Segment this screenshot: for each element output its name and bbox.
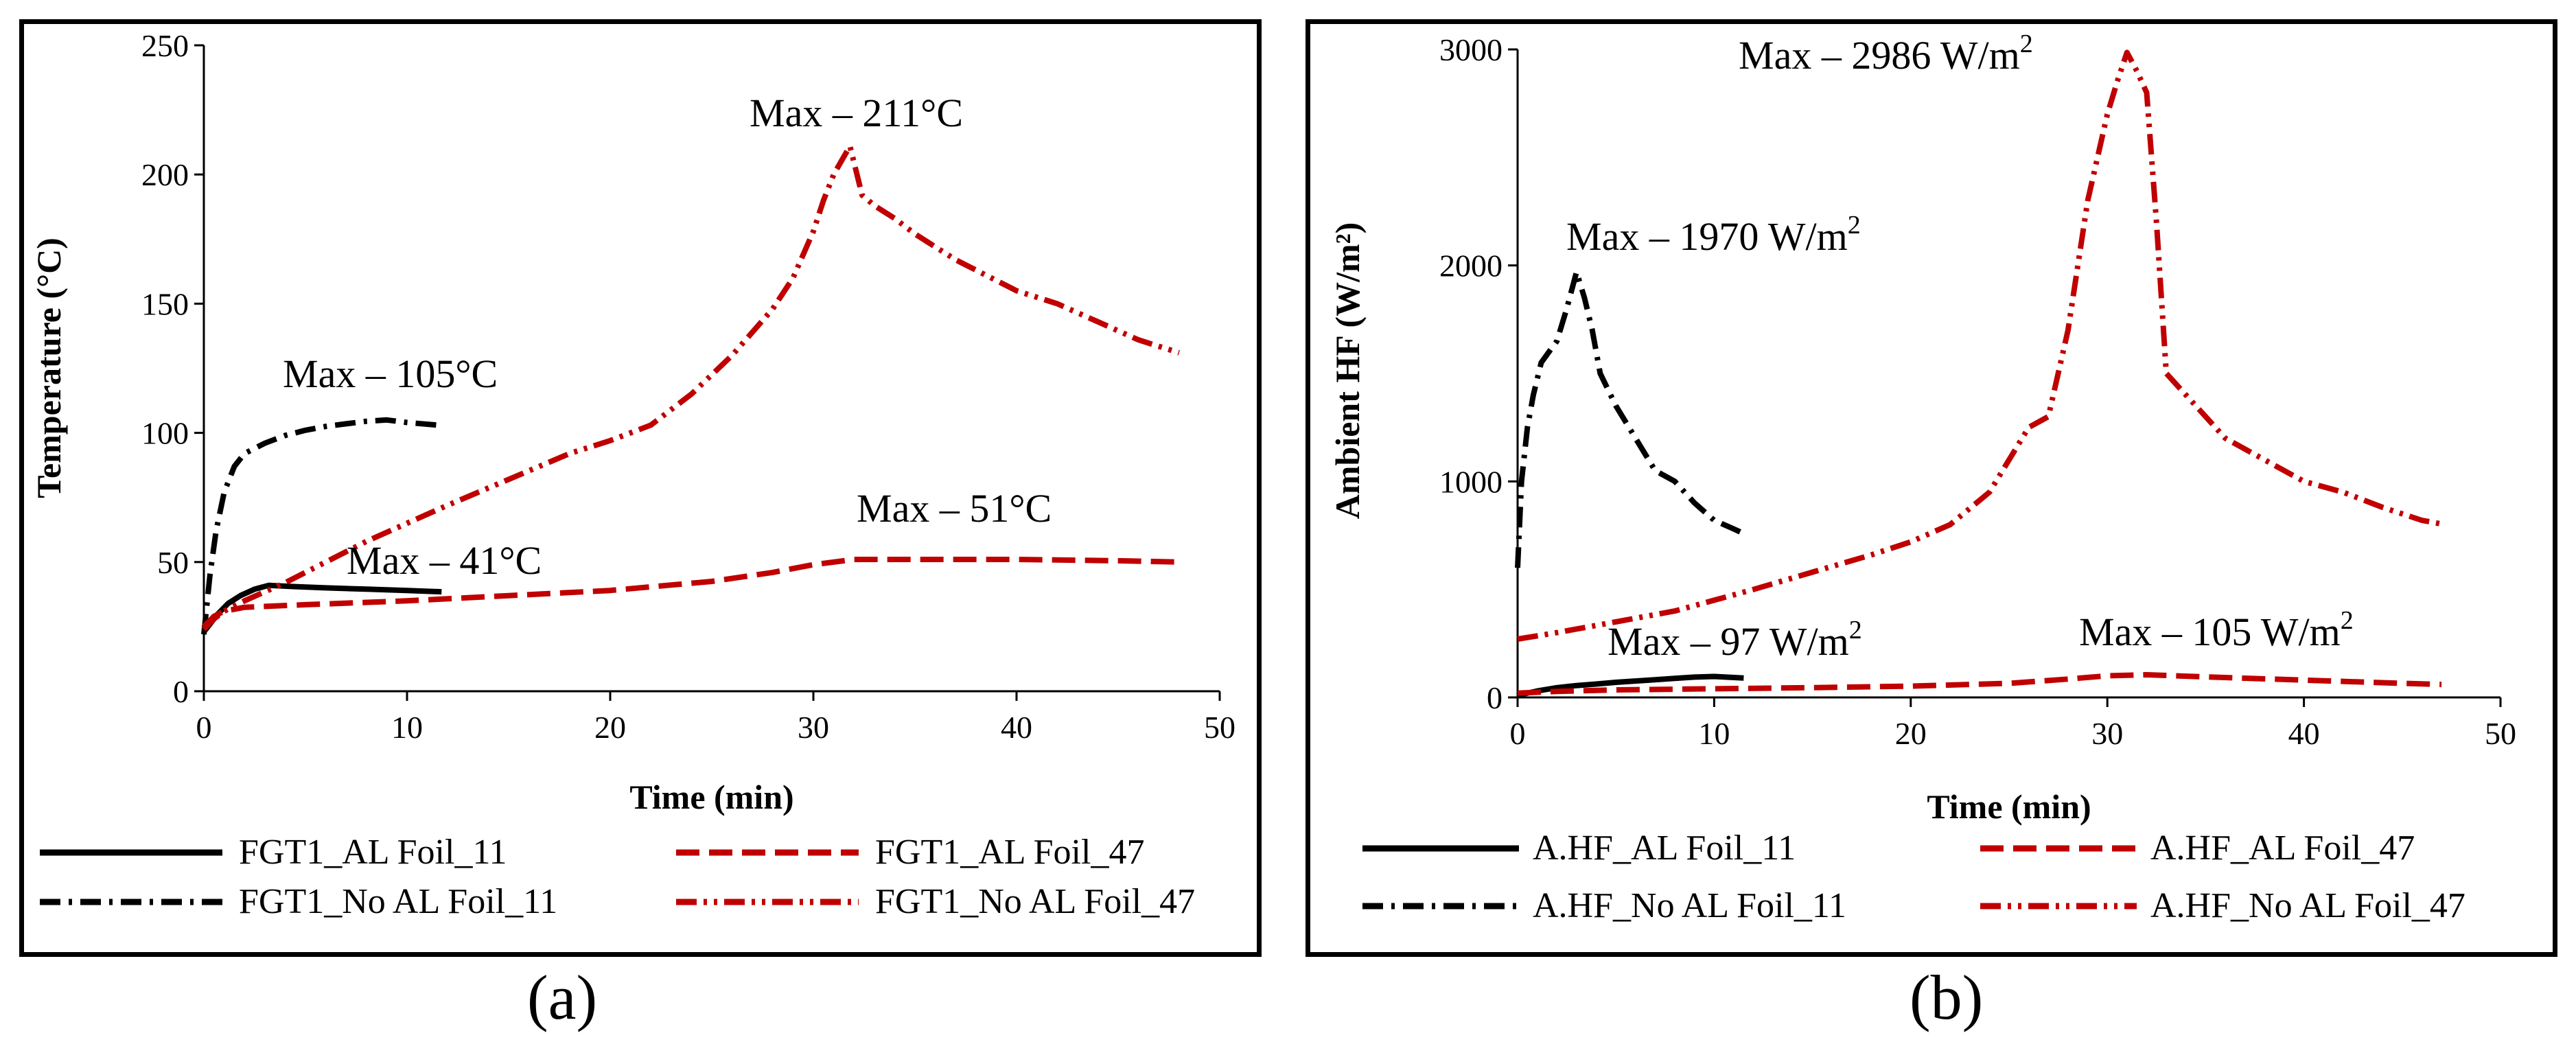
panel-b-x-axis-label: Time (min) — [1927, 787, 2091, 826]
panel-b-annotation-2: Max – 1970 W/m2 — [1566, 211, 1861, 259]
panel-b-annotation-superscript: 2 — [1849, 616, 1862, 645]
panel-a-y-tick-label: 150 — [141, 286, 189, 321]
panel-a-y-tick-label: 50 — [157, 545, 189, 580]
panel-b-legend-label-1: A.HF_AL Foil_11 — [1533, 829, 1796, 868]
panel-b-x-tick-label: 40 — [2288, 716, 2320, 751]
panel-b-annotation-superscript: 2 — [2341, 606, 2354, 635]
panel-b-y-axis-label: Ambient HF (W/m²) — [1328, 222, 1367, 520]
panel-b-annotation-superscript: 2 — [2020, 30, 2033, 58]
panel-b-legend-label-3: A.HF_AL Foil_47 — [2150, 829, 2415, 868]
panel-b-frame — [1306, 19, 2557, 957]
panel-a-x-tick-label: 0 — [196, 710, 212, 745]
panel-b-series-line-1 — [1517, 673, 1744, 698]
panel-b-series-line-3 — [1517, 672, 2442, 696]
panel-a-legend-label-1: FGT1_AL Foil_11 — [239, 833, 507, 872]
panel-a-y-tick-label: 200 — [141, 157, 189, 192]
panel-a-series-line-2 — [201, 417, 438, 635]
panel-a-y-axis-label: Temperature (°C) — [30, 238, 68, 498]
panel-a-label: (a) — [527, 962, 598, 1032]
panel-a-x-tick-label: 10 — [391, 710, 423, 745]
panel-b-series-line-4 — [1517, 49, 2446, 642]
panel-b-y-tick-label: 3000 — [1439, 32, 1502, 67]
panel-a-x-tick-label: 20 — [594, 710, 626, 745]
panel-b-annotation-4: Max – 105 W/m2 — [2079, 606, 2354, 654]
panel-b-y-tick-label: 0 — [1487, 680, 1502, 715]
panel-b-label: (b) — [1910, 962, 1984, 1032]
panel-b-legend-label-4: A.HF_No AL Foil_47 — [2150, 886, 2465, 925]
panel-b-x-tick-label: 0 — [1510, 716, 1526, 751]
panel-a-frame — [19, 19, 1262, 957]
panel-a-x-tick-label: 30 — [798, 710, 829, 745]
panel-a-y-tick-label: 250 — [141, 28, 189, 63]
panel-b-series-line-2 — [1515, 269, 1749, 568]
panel-a-legend-label-3: FGT1_AL Foil_47 — [875, 833, 1144, 872]
panel-a-annotation-1: Max – 105°C — [283, 351, 498, 396]
panel-a-annotation-3: Max – 211°C — [750, 91, 963, 135]
panel-b-legend-label-2: A.HF_No AL Foil_11 — [1533, 886, 1846, 925]
panel-a-series-line-3 — [202, 557, 1179, 629]
panel-a-legend-label-4: FGT1_No AL Foil_47 — [875, 882, 1195, 921]
panel-b-x-tick-label: 30 — [2091, 716, 2123, 751]
panel-a-x-axis-label: Time (min) — [629, 778, 793, 816]
panel-a-y-tick-label: 0 — [173, 674, 189, 709]
panel-a-x-tick-label: 50 — [1204, 710, 1235, 745]
panel-a-annotation-4: Max – 51°C — [857, 486, 1052, 531]
panel-b-annotation-superscript: 2 — [1848, 211, 1861, 240]
panel-b-x-tick-label: 50 — [2485, 716, 2516, 751]
panel-a-annotation-2: Max – 41°C — [347, 538, 542, 583]
panel-a-y-tick-label: 100 — [141, 416, 189, 451]
panel-a-legend-label-2: FGT1_No AL Foil_11 — [239, 882, 557, 921]
panel-b-y-tick-label: 1000 — [1439, 464, 1502, 499]
panel-b-x-tick-label: 10 — [1698, 716, 1730, 751]
panel-a-x-tick-label: 40 — [1001, 710, 1032, 745]
panel-b-y-tick-label: 2000 — [1439, 248, 1502, 283]
panel-b-annotation-3: Max – 97 W/m2 — [1608, 616, 1862, 664]
panel-b-annotation-1: Max – 2986 W/m2 — [1739, 30, 2033, 78]
panel-b-x-tick-label: 20 — [1895, 716, 1927, 751]
